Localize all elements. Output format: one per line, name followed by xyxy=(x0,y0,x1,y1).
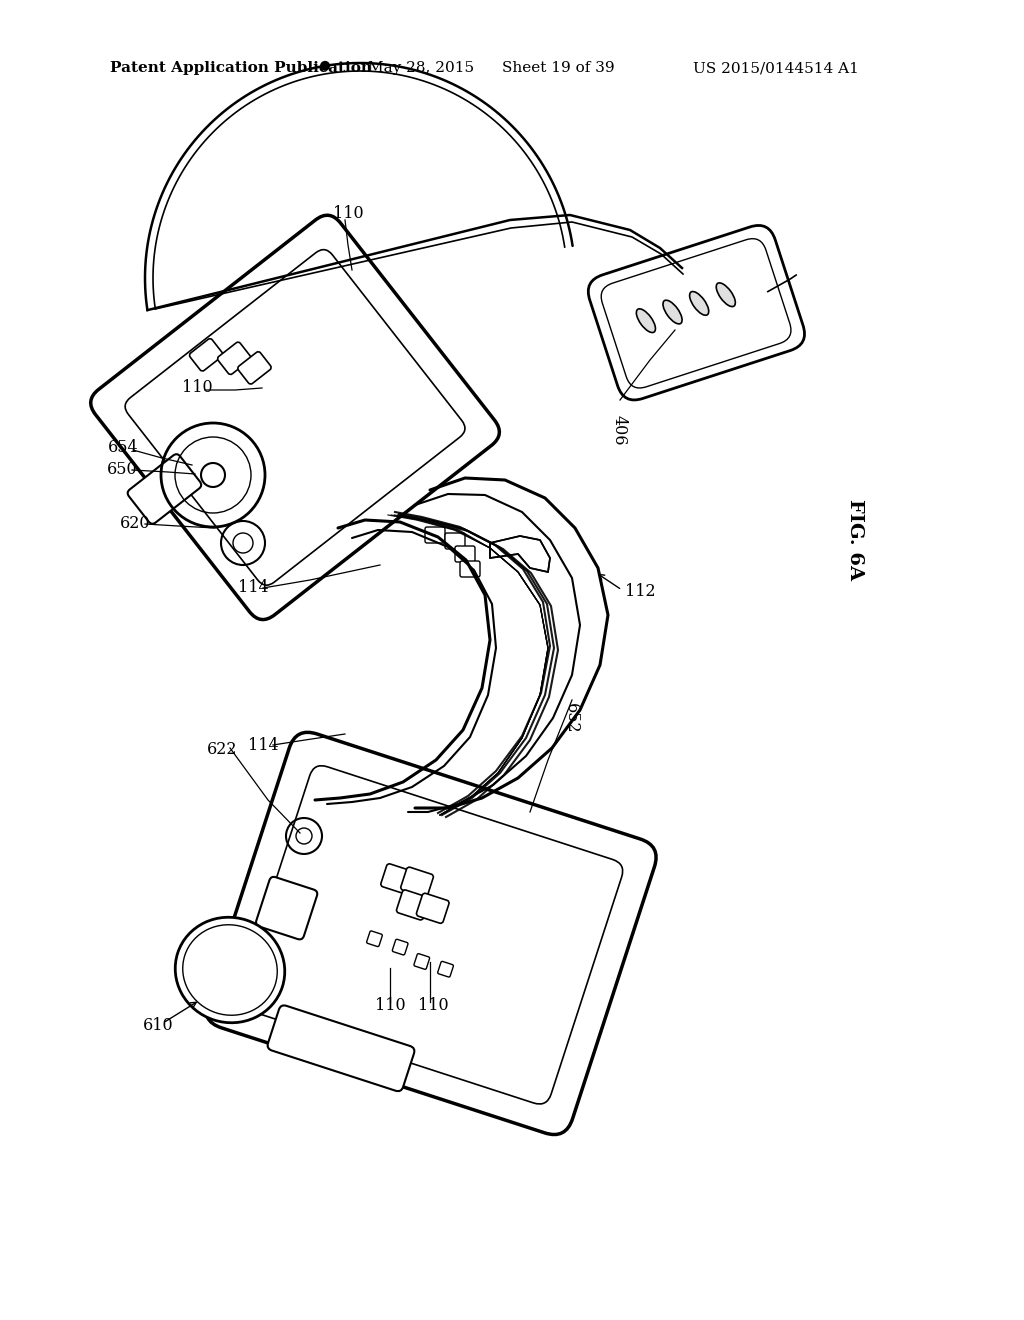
FancyBboxPatch shape xyxy=(189,339,223,371)
Text: 654: 654 xyxy=(108,440,138,457)
FancyBboxPatch shape xyxy=(425,527,445,543)
Text: 622: 622 xyxy=(207,742,238,759)
Text: Sheet 19 of 39: Sheet 19 of 39 xyxy=(502,61,614,75)
Circle shape xyxy=(321,61,330,71)
Text: Patent Application Publication: Patent Application Publication xyxy=(110,61,372,75)
Text: 110: 110 xyxy=(182,380,213,396)
Polygon shape xyxy=(490,536,550,572)
Text: 650: 650 xyxy=(106,462,137,479)
FancyBboxPatch shape xyxy=(91,215,500,619)
Text: FIG. 6A: FIG. 6A xyxy=(846,499,864,581)
FancyBboxPatch shape xyxy=(367,931,382,946)
Text: 114: 114 xyxy=(238,579,268,597)
FancyBboxPatch shape xyxy=(437,961,454,977)
FancyBboxPatch shape xyxy=(400,867,433,898)
Text: 620: 620 xyxy=(120,516,151,532)
FancyBboxPatch shape xyxy=(267,1006,415,1092)
FancyBboxPatch shape xyxy=(396,890,429,920)
Text: 652: 652 xyxy=(563,702,580,734)
Text: 110: 110 xyxy=(333,205,364,222)
FancyBboxPatch shape xyxy=(392,940,408,954)
Ellipse shape xyxy=(182,925,278,1015)
Ellipse shape xyxy=(175,917,285,1023)
FancyBboxPatch shape xyxy=(239,766,623,1104)
Text: 406: 406 xyxy=(611,414,628,445)
Text: 114: 114 xyxy=(248,737,279,754)
FancyBboxPatch shape xyxy=(125,249,465,585)
Ellipse shape xyxy=(716,282,735,306)
FancyBboxPatch shape xyxy=(460,561,480,577)
FancyBboxPatch shape xyxy=(206,733,656,1135)
Text: US 2015/0144514 A1: US 2015/0144514 A1 xyxy=(693,61,859,75)
FancyBboxPatch shape xyxy=(417,894,450,923)
FancyBboxPatch shape xyxy=(381,863,414,894)
Ellipse shape xyxy=(689,292,709,315)
FancyBboxPatch shape xyxy=(414,953,430,969)
FancyBboxPatch shape xyxy=(217,342,251,375)
Text: 110: 110 xyxy=(375,997,406,1014)
FancyBboxPatch shape xyxy=(256,876,317,940)
FancyBboxPatch shape xyxy=(455,546,475,562)
Text: May 28, 2015: May 28, 2015 xyxy=(368,61,474,75)
FancyBboxPatch shape xyxy=(588,226,805,400)
Text: 112: 112 xyxy=(625,583,655,601)
FancyBboxPatch shape xyxy=(128,454,202,524)
Text: 110: 110 xyxy=(418,997,449,1014)
Ellipse shape xyxy=(636,309,655,333)
FancyBboxPatch shape xyxy=(238,351,271,384)
Text: 610: 610 xyxy=(143,1016,174,1034)
Ellipse shape xyxy=(663,300,682,323)
FancyBboxPatch shape xyxy=(445,533,465,549)
